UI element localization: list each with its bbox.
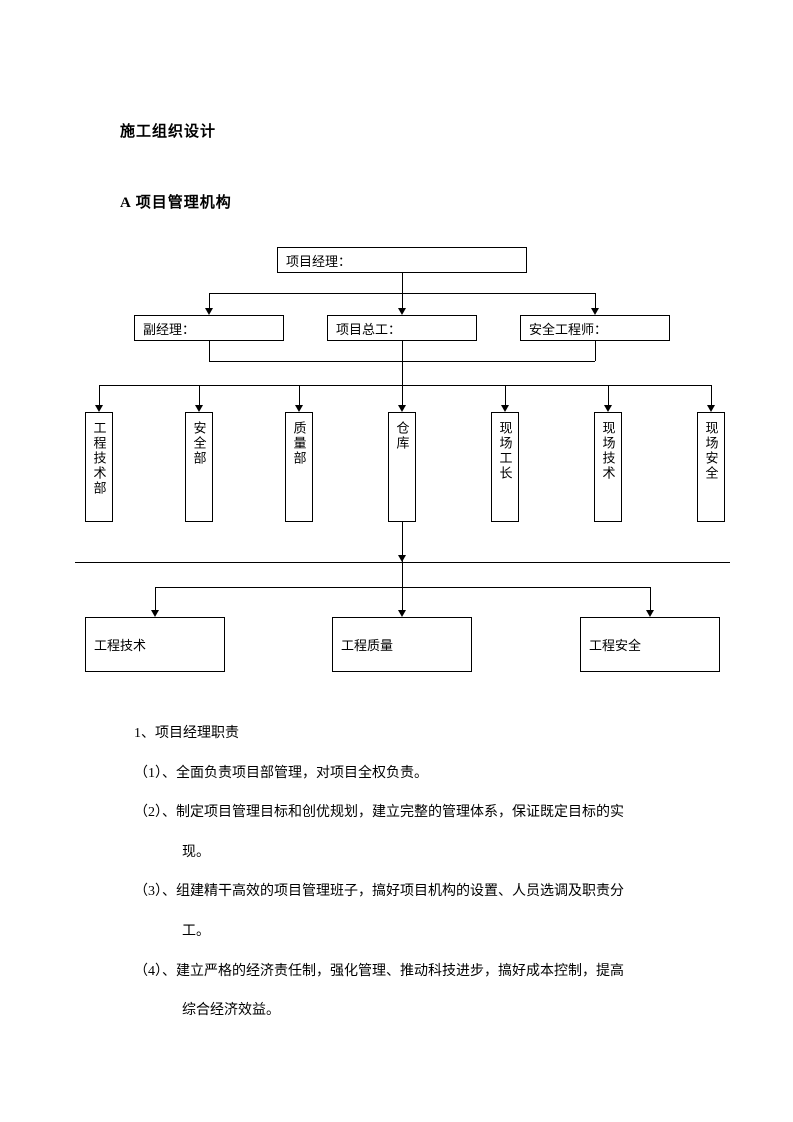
org-node: 项目经理：: [277, 247, 527, 273]
duty-4b: 综合经济效益。: [120, 994, 693, 1028]
arrow-down-icon: [398, 610, 406, 617]
connector-v: [505, 385, 506, 405]
connector-v: [402, 562, 403, 587]
connector-v: [402, 293, 403, 308]
org-node: 副经理：: [134, 315, 284, 341]
org-chart: 项目经理： 副经理： 项目总工： 安全工程师： 工程技术部 安全部 质量部 仓库 现场工长 现场技…: [30, 247, 703, 717]
connector-v: [402, 273, 403, 293]
org-node: 项目总工：: [327, 315, 477, 341]
body-text: 1、项目经理职责 （1）、全面负责项目部管理，对项目全权负责。 （2）、制定项目…: [120, 717, 693, 1028]
arrow-down-icon: [646, 610, 654, 617]
connector-v: [299, 385, 300, 405]
connector-v: [99, 385, 100, 405]
connector-v: [711, 385, 712, 405]
org-node: 工程安全: [580, 617, 720, 672]
arrow-down-icon: [591, 308, 599, 315]
arrow-down-icon: [295, 405, 303, 412]
connector-v: [650, 587, 651, 610]
duty-4a: （4）、建立严格的经济责任制，强化管理、推动科技进步，搞好成本控制，提高: [120, 955, 693, 989]
section-title: A 项目管理机构: [120, 191, 733, 212]
org-node: 安全部: [185, 412, 213, 522]
org-node: 工程质量: [332, 617, 472, 672]
arrow-down-icon: [604, 405, 612, 412]
connector-v: [402, 587, 403, 610]
connector-v: [402, 341, 403, 361]
arrow-down-icon: [501, 405, 509, 412]
connector-v: [595, 341, 596, 361]
duty-3b: 工。: [120, 915, 693, 949]
connector-v: [209, 341, 210, 361]
org-node: 质量部: [285, 412, 313, 522]
duty-2b: 现。: [120, 836, 693, 870]
org-node: 工程技术: [85, 617, 225, 672]
org-node: 现场安全: [697, 412, 725, 522]
connector-v: [199, 385, 200, 405]
duty-1: （1）、全面负责项目部管理，对项目全权负责。: [120, 757, 693, 791]
org-node: 现场技术: [594, 412, 622, 522]
connector-v: [608, 385, 609, 405]
arrow-down-icon: [151, 610, 159, 617]
arrow-down-icon: [398, 308, 406, 315]
duty-3a: （3）、组建精干高效的项目管理班子，搞好项目机构的设置、人员选调及职责分: [120, 875, 693, 909]
arrow-down-icon: [195, 405, 203, 412]
org-node: 安全工程师：: [520, 315, 670, 341]
connector-v: [595, 293, 596, 308]
org-node: 现场工长: [491, 412, 519, 522]
arrow-down-icon: [707, 405, 715, 412]
org-node: 仓库: [388, 412, 416, 522]
connector-v: [155, 587, 156, 610]
connector-v: [209, 293, 210, 308]
duty-heading: 1、项目经理职责: [120, 717, 693, 751]
duty-2a: （2）、制定项目管理目标和创优规划，建立完整的管理体系，保证既定目标的实: [120, 796, 693, 830]
connector-v: [402, 385, 403, 405]
main-title: 施工组织设计: [120, 120, 733, 141]
connector-v: [402, 361, 403, 385]
org-node: 工程技术部: [85, 412, 113, 522]
connector-h: [99, 385, 711, 386]
arrow-down-icon: [398, 405, 406, 412]
arrow-down-icon: [95, 405, 103, 412]
arrow-down-icon: [205, 308, 213, 315]
arrow-down-icon: [398, 555, 406, 562]
